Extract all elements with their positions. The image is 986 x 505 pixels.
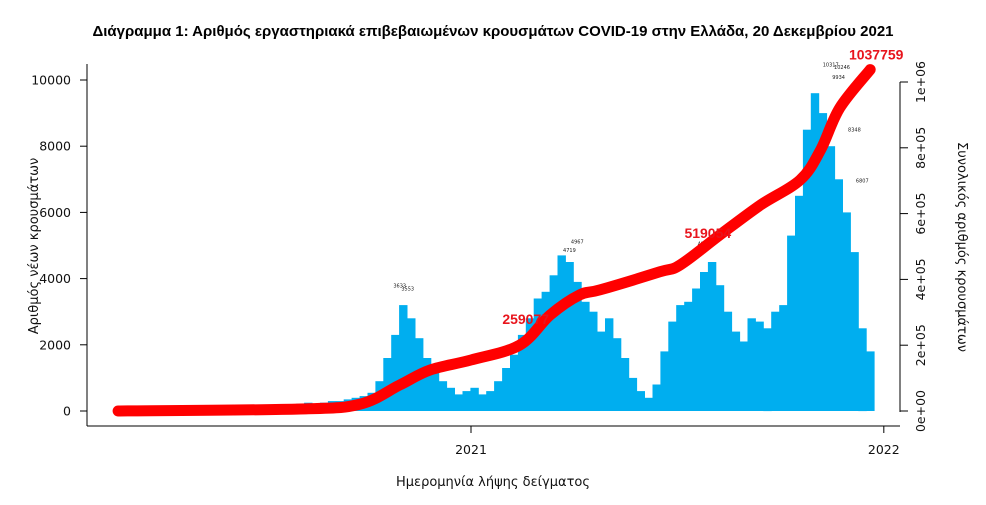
bar (430, 371, 440, 411)
bar (763, 328, 772, 412)
bar (700, 272, 709, 411)
bar (486, 391, 495, 411)
y-tick-label: 4000 (39, 271, 71, 286)
bar (399, 305, 408, 411)
bar (858, 328, 867, 412)
cumulative-value-label: 1037759 (849, 47, 904, 63)
bar (541, 291, 550, 411)
bar (676, 305, 685, 411)
bar (597, 331, 606, 411)
cumulative-value-label: 519054 (684, 225, 731, 241)
bar (723, 311, 733, 411)
bar-value-label: 10246 (834, 65, 850, 71)
bar (810, 93, 820, 411)
bar (478, 394, 487, 411)
bar (407, 318, 416, 411)
bar (494, 381, 503, 411)
bar (644, 397, 653, 411)
y-tick-label: 8000 (39, 139, 71, 154)
bar (510, 354, 519, 411)
bar (565, 262, 574, 411)
y2-ticks: 0e+00 2e+05 4e+05 6e+05 8e+05 1e+06 (900, 61, 928, 432)
bar (533, 298, 543, 411)
bar (438, 381, 448, 411)
bar (866, 351, 875, 411)
bar (502, 368, 511, 411)
cumulative-value-label: 259077 (502, 311, 549, 327)
x-tick-label: 2022 (868, 442, 900, 457)
bar (747, 318, 756, 411)
bar (652, 384, 661, 411)
bar (731, 331, 741, 411)
bar (660, 351, 669, 411)
bar-value-label: 4719 (563, 248, 576, 254)
bar (462, 391, 471, 411)
y2-tick-label: 6e+05 (913, 193, 928, 235)
bar (707, 262, 717, 411)
y-tick-label: 0 (63, 404, 71, 419)
bar-value-label: 9934 (832, 75, 845, 81)
y-tick-label: 2000 (39, 337, 71, 352)
x-tick-label: 2021 (455, 442, 487, 457)
y-axis-label: Αριθμός νέων κρουσμάτων (27, 158, 42, 335)
x-ticks: 2021 2022 (455, 426, 900, 457)
bar-value-label: 6807 (856, 179, 869, 185)
bar (668, 321, 677, 411)
bar (383, 358, 392, 411)
bar-series (122, 93, 875, 412)
bar (605, 318, 614, 411)
bar-value-label: 10317 (823, 63, 839, 69)
bar (525, 318, 535, 411)
bar (755, 321, 764, 411)
y-tick-label: 10000 (31, 73, 71, 88)
y2-tick-label: 2e+05 (913, 324, 928, 366)
bar (715, 285, 725, 411)
bar (692, 288, 701, 411)
y2-tick-label: 0e+00 (913, 390, 928, 432)
bar-value-label: 8348 (848, 128, 861, 134)
y-ticks: 0 2000 4000 6000 8000 10000 (31, 73, 87, 419)
bar (557, 255, 566, 411)
bar (470, 387, 479, 411)
cumulative-labels: 259077 519054 1037759 (502, 47, 903, 327)
bar (581, 301, 590, 411)
bar (454, 394, 463, 411)
y2-tick-label: 8e+05 (913, 127, 928, 169)
bar (802, 129, 812, 411)
cumulative-line (112, 64, 876, 417)
y2-tick-label: 1e+06 (913, 61, 928, 103)
bar (636, 391, 645, 411)
x-axis-label: Ημερομηνία λήψης δείγματος (396, 475, 590, 490)
bar (628, 377, 638, 411)
bar (739, 341, 748, 411)
bar (620, 358, 630, 411)
bar (850, 252, 859, 411)
bar (787, 235, 796, 411)
axes (86, 64, 901, 427)
bar (422, 358, 432, 411)
bar-value-label: 3633 (393, 284, 406, 290)
y2-axis-label: Συνολικός αριθμός κρουσμάτων (954, 142, 969, 352)
bar (573, 281, 582, 411)
chart-title: Διάγραμμα 1: Αριθμός εργαστηριακά επιβεβ… (92, 23, 893, 40)
bar (684, 301, 693, 411)
y2-tick-label: 4e+05 (913, 258, 928, 300)
bar (779, 305, 788, 411)
bar (826, 146, 836, 411)
bar (795, 195, 804, 411)
bar (612, 338, 622, 411)
bar (771, 311, 780, 411)
bar-value-label: 4967 (571, 240, 584, 246)
bar (589, 311, 598, 411)
y-tick-label: 6000 (39, 205, 71, 220)
bar (517, 334, 527, 411)
bar (818, 113, 828, 411)
bar (549, 275, 558, 411)
bar (834, 179, 843, 411)
bar (842, 212, 851, 411)
bar-value-label: 3553 (401, 286, 414, 292)
bar (446, 387, 455, 411)
bar (391, 334, 400, 411)
